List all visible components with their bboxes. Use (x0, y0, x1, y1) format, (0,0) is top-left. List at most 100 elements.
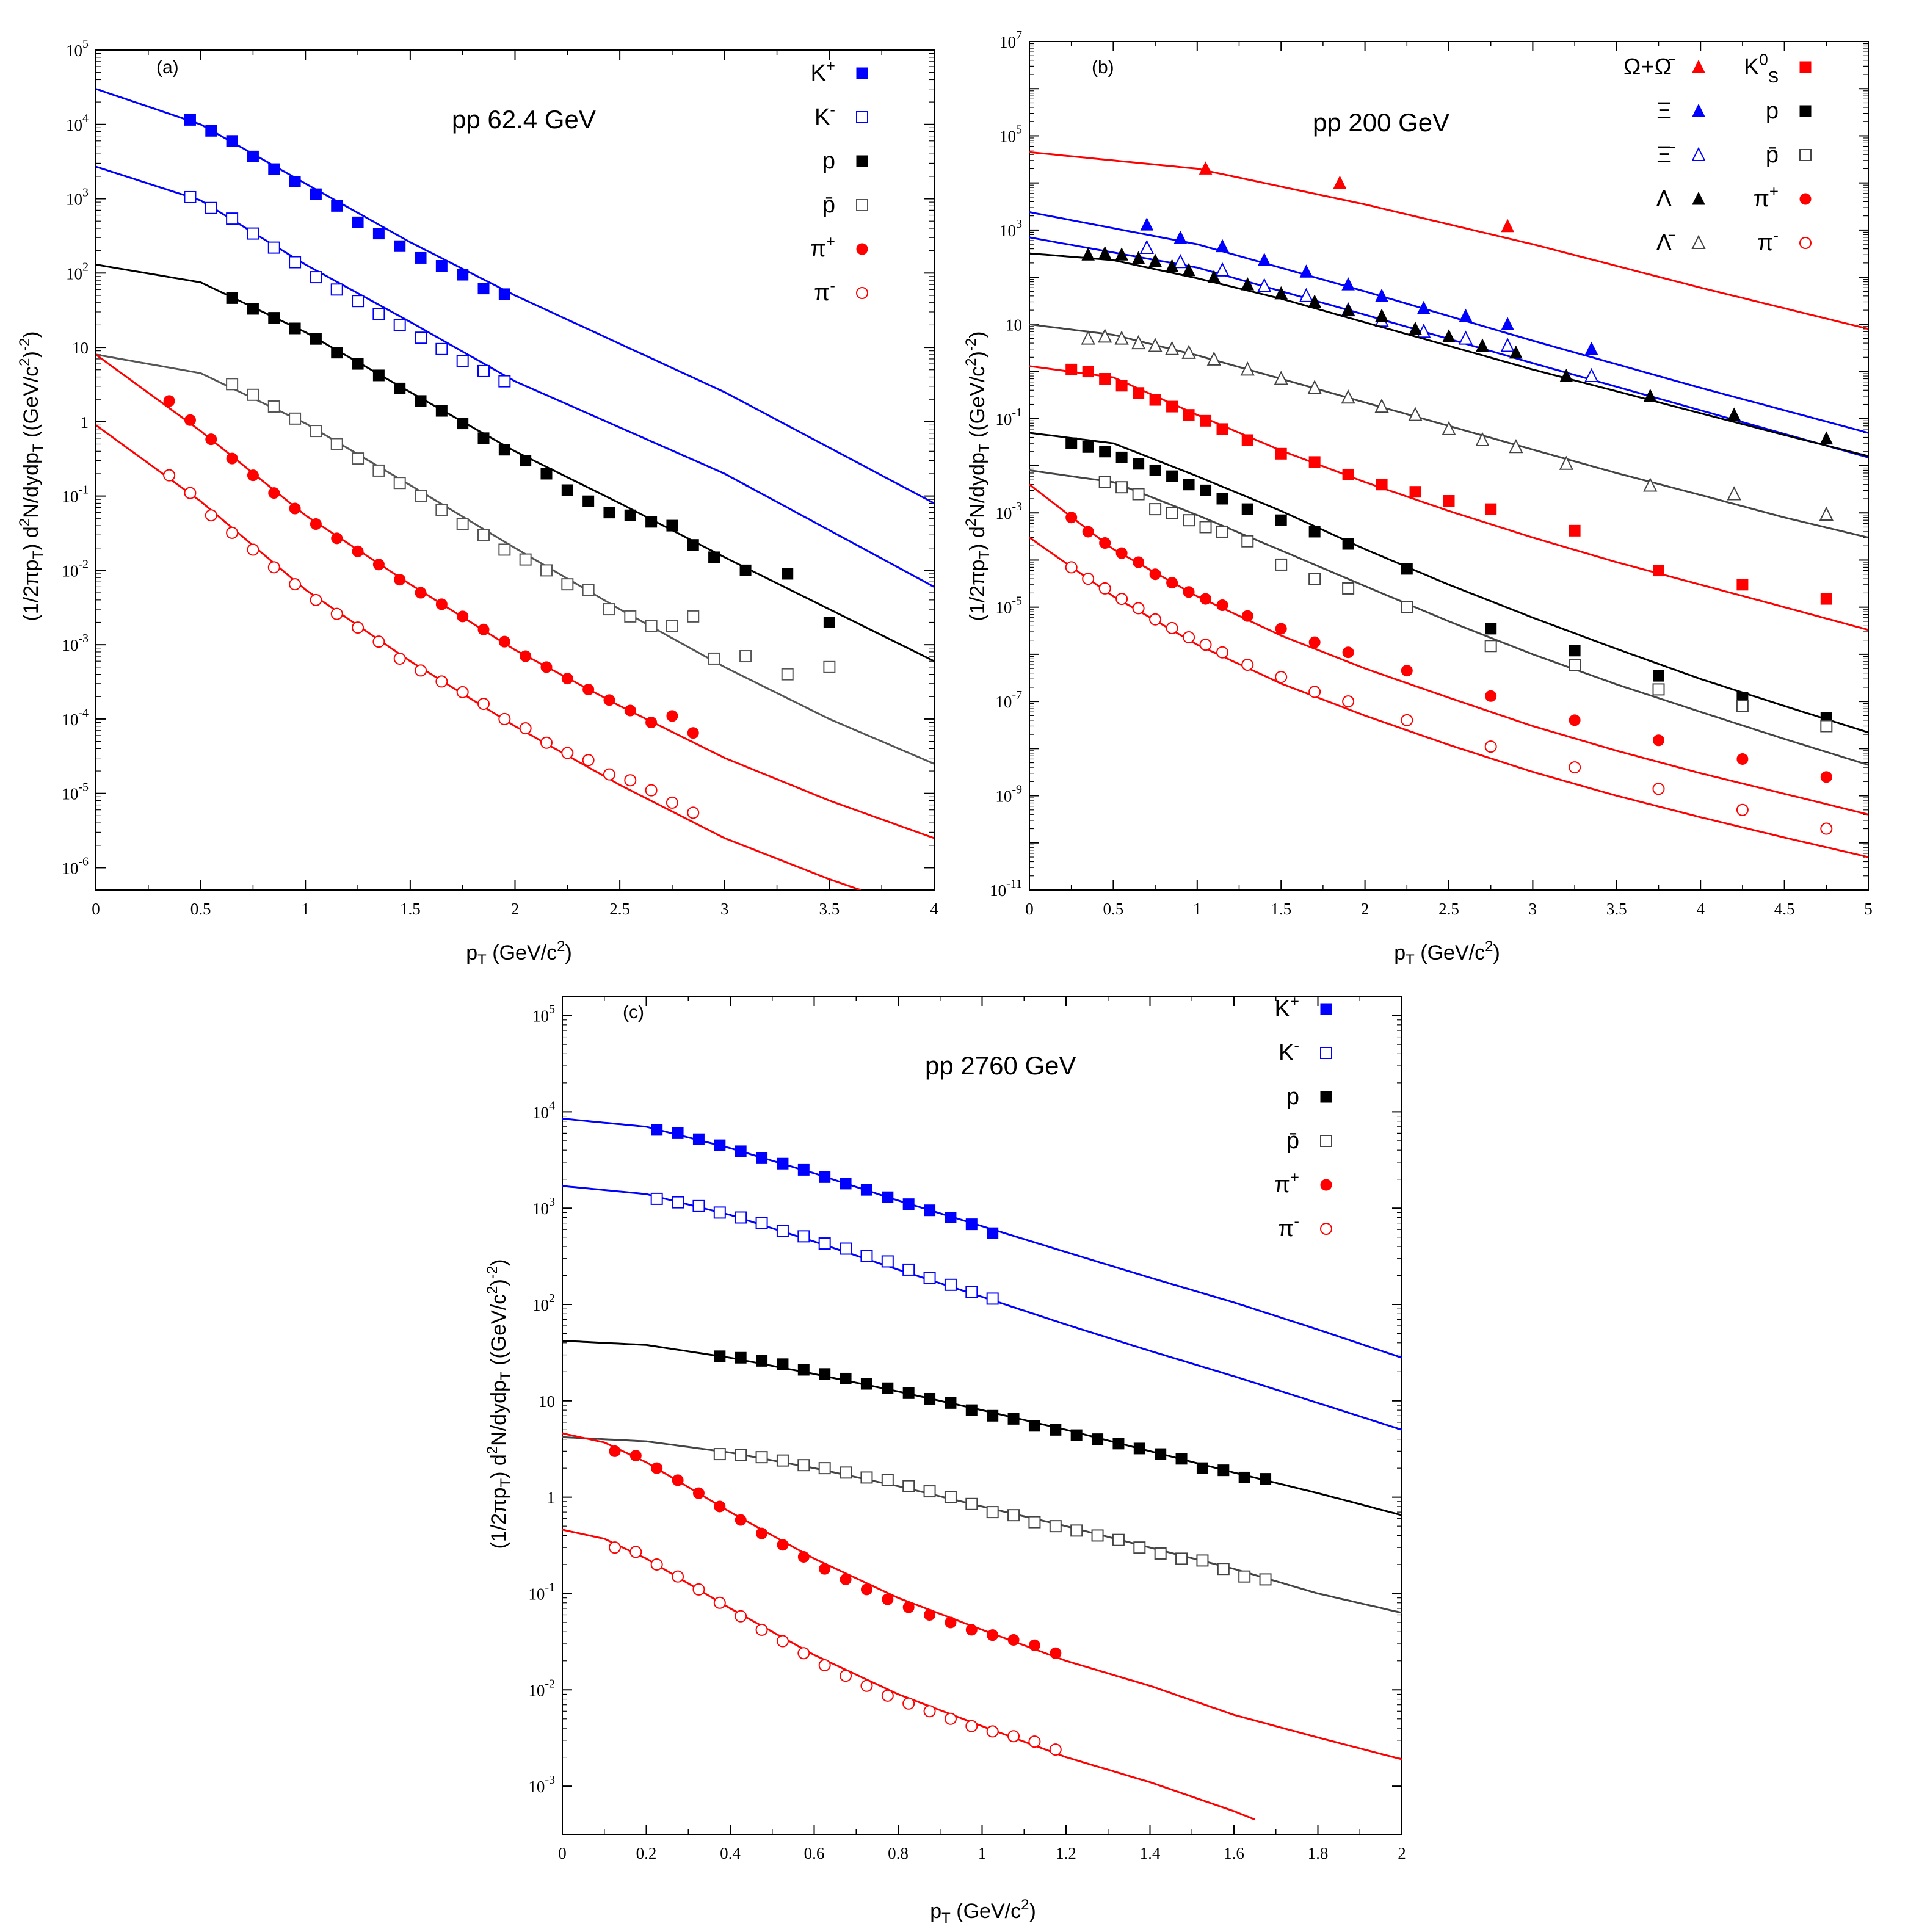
data-point (1241, 610, 1253, 622)
data-point (393, 319, 406, 331)
data-point (923, 1272, 936, 1284)
data-point (965, 1404, 978, 1416)
data-point (987, 1629, 999, 1641)
data-point (540, 564, 553, 577)
legend-marker (1320, 1047, 1332, 1059)
data-point (1216, 646, 1229, 659)
legend-label: p̄ (1286, 1128, 1299, 1154)
data-point (1736, 803, 1749, 816)
data-point (498, 543, 511, 556)
legend-marker (856, 111, 868, 123)
data-point (755, 1217, 768, 1229)
data-point (310, 333, 322, 345)
data-point (965, 1218, 978, 1231)
legend-marker (1320, 1091, 1332, 1103)
data-point (1342, 582, 1355, 595)
fit-curve (1029, 211, 1868, 434)
data-point (986, 1292, 999, 1305)
data-point (561, 578, 574, 591)
y-tick-label: 10-9 (995, 783, 1022, 806)
data-point (372, 308, 385, 320)
panel-b: (b) pp 200 GeV pT (GeV/c2) (1/2πpT) d2N/… (963, 29, 1873, 968)
data-point (289, 175, 301, 187)
data-point (1007, 1413, 1020, 1425)
data-point (819, 1171, 831, 1183)
data-point (924, 1392, 936, 1405)
y-tick-label: 10-2 (528, 1677, 555, 1699)
data-point (247, 227, 259, 240)
data-point (687, 539, 699, 551)
legend-label: p̄ (822, 192, 835, 218)
data-point (310, 425, 322, 438)
y-tick-label: 104 (66, 112, 89, 134)
panel-c-x-axis-title: pT (GeV/c2) (930, 1897, 1036, 1927)
data-point (818, 1462, 831, 1475)
data-point (1099, 373, 1111, 385)
data-point (735, 1610, 747, 1623)
legend: K+ K-p p̄ π+ π- (810, 57, 868, 306)
y-tick-label: 107 (999, 29, 1022, 51)
legend-label: π+ (1754, 183, 1779, 212)
data-point (1217, 1464, 1230, 1477)
data-point (860, 1583, 872, 1596)
data-point (289, 322, 301, 335)
data-point (902, 1263, 915, 1276)
data-point (1081, 247, 1095, 261)
data-point (1569, 524, 1581, 537)
data-point (797, 1459, 810, 1472)
data-point (1727, 407, 1741, 421)
data-point (1028, 1639, 1040, 1651)
data-point (714, 1500, 726, 1513)
data-point (372, 228, 385, 240)
data-point (372, 464, 385, 477)
y-tick-label: 10-1 (528, 1580, 555, 1603)
data-point (924, 1608, 936, 1621)
panel-a-tag: (a) (156, 57, 179, 78)
data-point (582, 495, 595, 507)
data-point (1442, 421, 1456, 435)
data-point (226, 526, 239, 539)
x-tick-label: 2 (1361, 900, 1369, 918)
x-tick-label: 1.5 (400, 900, 421, 918)
data-point (435, 675, 448, 688)
data-point (498, 288, 510, 300)
data-point (1200, 484, 1212, 496)
data-point (713, 1206, 726, 1219)
data-point (1166, 621, 1178, 634)
data-point (624, 704, 636, 717)
legend-label: K+ (1275, 993, 1299, 1022)
series-4 (562, 1432, 1402, 1760)
data-point (1820, 771, 1832, 783)
data-point (666, 710, 678, 722)
data-point (415, 251, 427, 264)
data-point (1065, 437, 1078, 449)
data-point (776, 1225, 789, 1237)
x-tick-label: 0 (92, 900, 100, 918)
data-point (331, 532, 343, 545)
data-point (1139, 239, 1154, 254)
y-tick-label: 1 (547, 1489, 556, 1507)
data-point (1727, 486, 1741, 501)
data-point (457, 610, 469, 623)
x-tick-label: 1 (978, 1844, 987, 1862)
data-point (1819, 431, 1834, 445)
data-point (1820, 593, 1832, 605)
data-point (1584, 367, 1599, 383)
data-point (713, 1448, 726, 1461)
data-point (777, 1358, 789, 1370)
data-point (1484, 640, 1497, 653)
data-point (735, 1145, 747, 1157)
series-3 (562, 1436, 1402, 1614)
data-point (840, 1573, 852, 1585)
legend-marker (856, 67, 868, 79)
data-point (1241, 503, 1253, 515)
data-point (1341, 389, 1355, 404)
data-point (1736, 753, 1749, 765)
data-point (394, 382, 406, 394)
data-point (965, 1720, 978, 1732)
data-point (1299, 264, 1313, 278)
data-point (1484, 740, 1497, 753)
data-point (881, 1255, 894, 1268)
fit-curve (96, 88, 934, 504)
data-point (561, 747, 574, 759)
